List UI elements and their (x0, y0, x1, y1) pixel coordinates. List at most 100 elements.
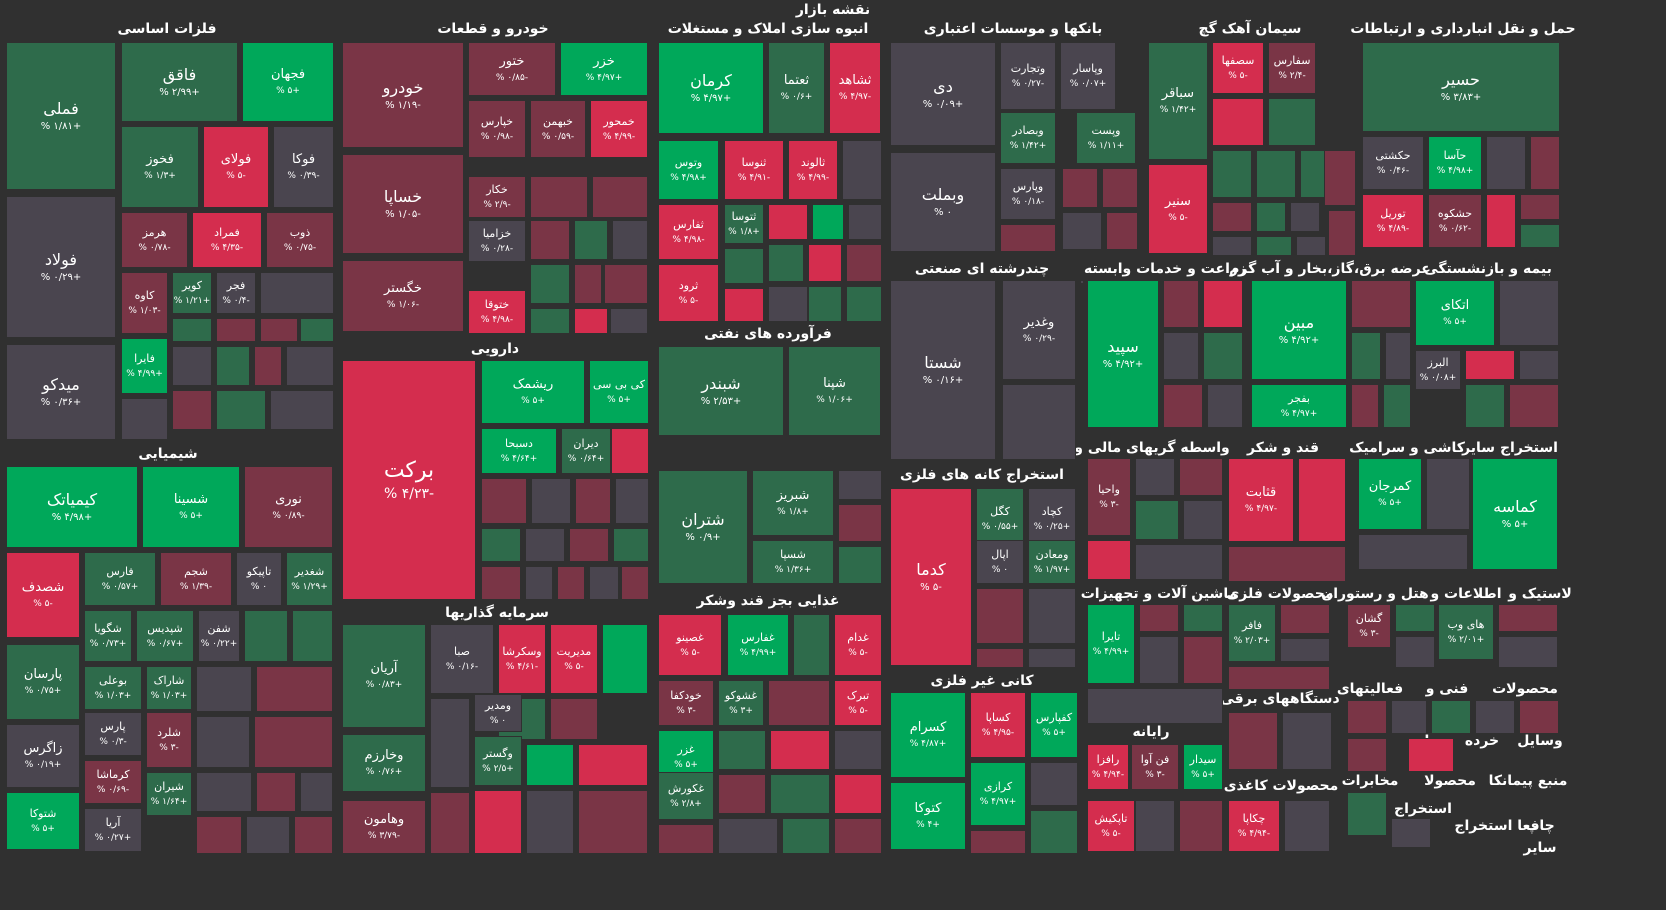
stock-tile[interactable]: غکورش +۲/۸ % (658, 772, 714, 820)
treemap-tile[interactable] (300, 772, 333, 812)
stock-tile[interactable]: غصینو -۵ % (658, 614, 722, 676)
treemap-tile[interactable] (612, 220, 648, 260)
treemap-tile[interactable] (121, 398, 168, 440)
treemap-tile[interactable] (531, 478, 571, 524)
treemap-tile[interactable] (1391, 818, 1431, 848)
treemap-tile[interactable] (1135, 458, 1175, 496)
stock-tile[interactable]: کتوکا +۴ % (890, 782, 966, 850)
stock-tile[interactable]: غفارس +۴/۹۹ % (727, 614, 789, 676)
stock-tile[interactable]: قثابت -۴/۹۷ % (1228, 458, 1294, 542)
stock-tile[interactable]: سصفها -۵ % (1212, 42, 1264, 94)
stock-tile[interactable]: تاپکیش -۵ % (1087, 800, 1135, 852)
stock-tile[interactable]: ختور -۰/۸۵ % (468, 42, 556, 96)
treemap-tile[interactable] (260, 272, 334, 314)
stock-tile[interactable]: ثتوسا +۱/۸ % (724, 204, 764, 244)
treemap-tile[interactable] (838, 504, 882, 542)
stock-tile[interactable]: سفارس -۲/۴ % (1268, 42, 1316, 94)
stock-tile[interactable]: شسینا +۵ % (142, 466, 240, 548)
stock-tile[interactable]: خگستر -۱/۰۶ % (342, 260, 464, 332)
treemap-tile[interactable] (808, 286, 842, 322)
treemap-tile[interactable] (1347, 738, 1387, 772)
stock-tile[interactable]: تایرا +۴/۹۹ % (1087, 604, 1135, 684)
treemap-tile[interactable] (1163, 384, 1203, 428)
treemap-tile[interactable] (768, 286, 808, 322)
stock-tile[interactable]: مبین +۴/۹۲ % (1251, 280, 1347, 380)
treemap-tile[interactable] (846, 286, 882, 322)
treemap-tile[interactable] (1228, 666, 1330, 690)
stock-tile[interactable]: فجهان +۵ % (242, 42, 334, 122)
stock-tile[interactable]: فاقق +۲/۹۹ % (121, 42, 238, 122)
treemap-tile[interactable] (1087, 540, 1131, 580)
stock-tile[interactable]: خودکفا -۳ % (658, 680, 714, 726)
stock-tile[interactable]: چکاپا -۴/۹۴ % (1228, 800, 1280, 852)
treemap-tile[interactable] (481, 528, 521, 562)
stock-tile[interactable]: تبرک -۵ % (834, 680, 882, 726)
stock-tile[interactable]: کساپا -۴/۹۵ % (970, 692, 1026, 758)
treemap-tile[interactable] (1391, 700, 1427, 734)
treemap-tile[interactable] (1290, 202, 1320, 232)
treemap-tile[interactable] (1179, 458, 1223, 496)
stock-tile[interactable]: زاگرس +۰/۱۹ % (6, 724, 80, 788)
treemap-tile[interactable] (569, 528, 609, 562)
treemap-tile[interactable] (808, 244, 842, 282)
stock-tile[interactable]: وپست +۱/۱۱ % (1076, 112, 1136, 164)
stock-tile[interactable]: میدکو +۰/۳۶ % (6, 344, 116, 440)
stock-tile[interactable]: شبندر +۲/۵۳ % (658, 346, 784, 436)
treemap-tile[interactable] (838, 470, 882, 500)
stock-tile[interactable]: شتران +۰/۹ % (658, 470, 748, 584)
treemap-tile[interactable] (1519, 350, 1559, 380)
stock-tile[interactable]: آریا +۰/۲۷ % (84, 808, 142, 852)
treemap-tile[interactable] (610, 308, 648, 334)
treemap-tile[interactable] (260, 318, 298, 342)
treemap-tile[interactable] (196, 666, 252, 712)
treemap-tile[interactable] (848, 204, 882, 240)
treemap-tile[interactable] (658, 824, 714, 854)
stock-tile[interactable]: وسکرشا -۴/۶۱ % (498, 624, 546, 694)
stock-tile[interactable]: نوری -۰/۸۹ % (244, 466, 333, 548)
treemap-tile[interactable] (1530, 136, 1560, 190)
stock-tile[interactable]: کسرام +۴/۸۷ % (890, 692, 966, 778)
treemap-tile[interactable] (768, 680, 830, 726)
treemap-tile[interactable] (1395, 636, 1435, 668)
stock-tile[interactable]: شلرد -۳ % (146, 712, 192, 768)
treemap-tile[interactable] (1028, 648, 1076, 668)
treemap-tile[interactable] (526, 790, 574, 854)
treemap-tile[interactable] (254, 346, 282, 386)
stock-tile[interactable]: کدما -۵ % (890, 488, 972, 666)
treemap-tile[interactable] (1324, 150, 1356, 206)
stock-tile[interactable]: هرمز -۰/۷۸ % (121, 212, 188, 268)
stock-tile[interactable]: کیمیاتک +۴/۹۸ % (6, 466, 138, 548)
stock-tile[interactable]: ختوقا -۴/۹۸ % (468, 290, 526, 334)
stock-tile[interactable]: واحیا -۳ % (1087, 458, 1131, 536)
treemap-tile[interactable] (768, 244, 804, 282)
treemap-tile[interactable] (1030, 762, 1078, 806)
stock-tile[interactable]: ثشاهد -۴/۹۷ % (829, 42, 881, 134)
stock-tile[interactable]: حشکوه -۰/۶۲ % (1428, 194, 1482, 248)
treemap-tile[interactable] (602, 624, 648, 694)
treemap-tile[interactable] (1498, 604, 1558, 632)
treemap-tile[interactable] (1465, 350, 1515, 380)
stock-tile[interactable]: پارس -۰/۳ % (84, 712, 142, 756)
treemap-tile[interactable] (1135, 500, 1179, 540)
stock-tile[interactable]: شپنا +۱/۰۶ % (788, 346, 881, 436)
treemap-tile[interactable] (1351, 332, 1381, 380)
stock-tile[interactable]: ومدیر ۰ % (474, 694, 522, 732)
stock-tile[interactable]: البرز +۰/۰۸ % (1415, 350, 1461, 390)
stock-tile[interactable]: فافر +۲/۰۳ % (1228, 604, 1276, 662)
stock-tile[interactable]: کماسه +۵ % (1472, 458, 1558, 570)
treemap-tile[interactable] (718, 774, 766, 814)
stock-tile[interactable]: فن آوا -۳ % (1131, 744, 1179, 790)
treemap-tile[interactable] (724, 288, 764, 322)
treemap-tile[interactable] (481, 566, 521, 600)
treemap-tile[interactable] (1207, 384, 1243, 428)
stock-tile[interactable]: ثنوسا -۴/۹۱ % (724, 140, 784, 200)
treemap-tile[interactable] (970, 830, 1026, 854)
stock-tile[interactable]: شاراک +۱/۰۳ % (146, 666, 192, 710)
treemap-tile[interactable] (976, 648, 1024, 668)
treemap-tile[interactable] (196, 772, 252, 812)
stock-tile[interactable]: سباقر +۱/۴۲ % (1148, 42, 1208, 160)
stock-tile[interactable]: شفن +۰/۲۲ % (198, 610, 240, 662)
treemap-tile[interactable] (1139, 636, 1179, 684)
treemap-tile[interactable] (838, 546, 882, 584)
treemap-tile[interactable] (530, 220, 570, 260)
